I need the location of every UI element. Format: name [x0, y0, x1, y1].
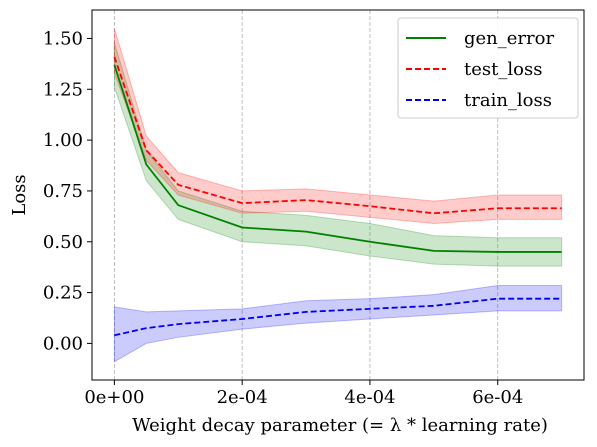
legend-box — [397, 17, 579, 119]
y-tick-label: 0.00 — [43, 333, 83, 354]
legend-label-test_loss: test_loss — [464, 59, 542, 80]
y-tick-label: 1.50 — [43, 28, 83, 49]
x-tick-label: 2e-04 — [217, 387, 268, 408]
y-tick-label: 0.25 — [43, 283, 83, 304]
x-tick-label: 4e-04 — [344, 387, 395, 408]
x-tick-label: 6e-04 — [472, 387, 523, 408]
line-train_loss — [114, 297, 562, 337]
y-tick-label: 0.50 — [43, 232, 83, 253]
x-axis-title: Weight decay parameter (= λ * learning r… — [132, 415, 548, 436]
x-tick-label: 0e+00 — [84, 387, 144, 408]
y-tick-label: 1.25 — [43, 79, 83, 100]
y-tick-label: 0.75 — [43, 181, 83, 202]
y-axis-title: Loss — [9, 174, 30, 215]
band-gen_error — [113, 42, 563, 267]
plot-frame — [91, 9, 585, 381]
y-axis-ticks: 0.00 0.25 0.50 0.75 1.00 1.25 1.50 — [43, 28, 92, 354]
band-test_loss — [113, 28, 563, 224]
x-axis-ticks: 0e+00 2e-04 4e-04 6e-04 — [84, 380, 523, 408]
legend-label-gen_error: gen_error — [464, 28, 554, 49]
y-tick-label: 1.00 — [43, 130, 83, 151]
legend-label-train_loss: train_loss — [464, 90, 552, 111]
legend: gen_error test_loss train_loss — [397, 17, 579, 119]
series-lines — [113, 56, 562, 337]
line-gen_error — [113, 64, 562, 253]
